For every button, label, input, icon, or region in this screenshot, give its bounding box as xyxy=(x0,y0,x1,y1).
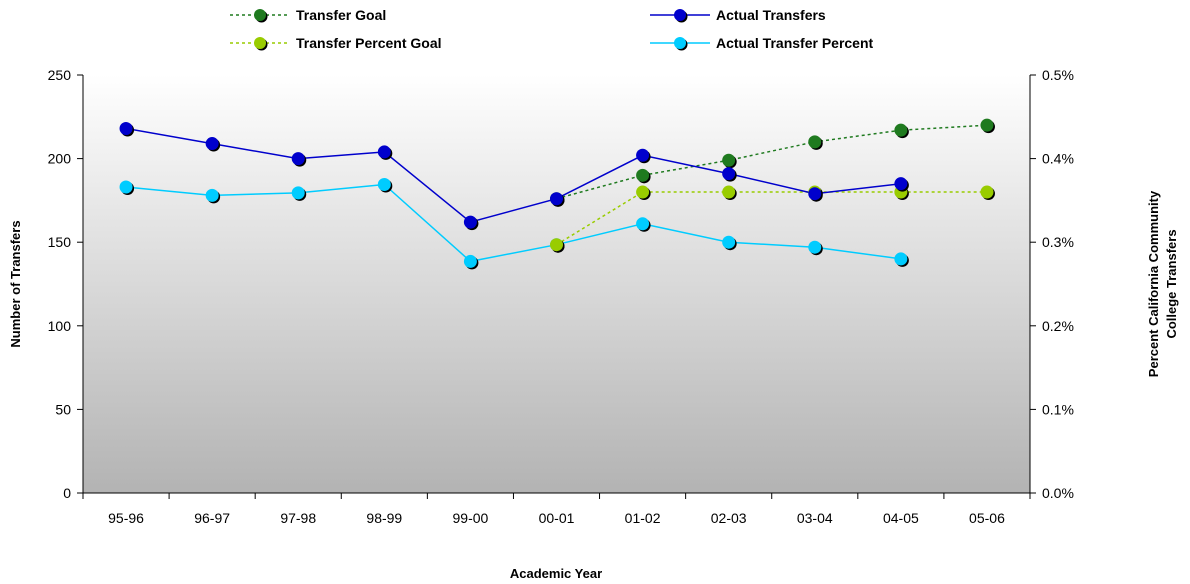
legend-marker xyxy=(674,37,686,49)
y2-tick-label: 0.1% xyxy=(1042,401,1074,417)
data-point xyxy=(291,186,305,200)
series-lines xyxy=(125,124,988,263)
data-point xyxy=(377,145,391,159)
legend-label: Transfer Goal xyxy=(296,7,386,23)
y2-tick-label: 0.5% xyxy=(1042,67,1074,83)
series-line-actual-transfers xyxy=(125,127,901,223)
data-point xyxy=(636,168,650,182)
y-tick-label: 100 xyxy=(48,318,72,334)
y2-tick-label: 0.4% xyxy=(1042,151,1074,167)
y-tick-label: 0 xyxy=(63,485,71,501)
y-tick-label: 250 xyxy=(48,67,72,83)
legend-marker xyxy=(254,9,266,21)
data-point xyxy=(894,123,908,137)
data-point xyxy=(291,152,305,166)
x-tick-label: 99-00 xyxy=(453,510,489,526)
legend-marker xyxy=(674,9,686,21)
data-point xyxy=(636,217,650,231)
y2-axis-title-line2: College Transfers xyxy=(1164,229,1179,338)
legend-label: Actual Transfers xyxy=(716,7,826,23)
data-point xyxy=(722,153,736,167)
data-point xyxy=(550,192,563,206)
x-tick-label: 98-99 xyxy=(366,510,402,526)
legend-label: Transfer Percent Goal xyxy=(296,35,442,51)
x-tick-label: 04-05 xyxy=(883,510,919,526)
data-point xyxy=(808,135,822,149)
data-point xyxy=(377,178,391,192)
x-tick-label: 00-01 xyxy=(539,510,575,526)
y-ticks: 0 50 100 150 200 250 xyxy=(48,67,83,501)
x-ticks: 95-96 96-97 97-98 98-99 99-00 00-01 01-02 02-03… xyxy=(82,493,1031,526)
data-point xyxy=(722,235,736,249)
x-tick-label: 97-98 xyxy=(280,510,316,526)
y-axis-title: Number of Transfers xyxy=(8,220,23,347)
data-point xyxy=(636,185,650,199)
data-point xyxy=(119,122,133,136)
data-point xyxy=(205,188,219,202)
x-tick-label: 05-06 xyxy=(969,510,1005,526)
y2-ticks: 0.0% 0.1% 0.2% 0.3% 0.4% 0.5% xyxy=(1030,67,1074,501)
x-tick-label: 96-97 xyxy=(194,510,230,526)
y-tick-label: 150 xyxy=(48,234,72,250)
data-point xyxy=(894,252,908,266)
data-point xyxy=(550,238,563,252)
series-line-actual-transfer-percent xyxy=(125,183,902,263)
y2-tick-label: 0.0% xyxy=(1042,485,1074,501)
data-point xyxy=(463,254,477,268)
data-point xyxy=(636,148,650,162)
data-point xyxy=(894,177,908,191)
data-point xyxy=(722,167,736,181)
series-line-transfer-percent-goal xyxy=(556,191,987,246)
data-point xyxy=(463,215,477,229)
series-points xyxy=(119,118,995,270)
y2-axis-title-line1: Percent California Community xyxy=(1146,190,1161,377)
data-point xyxy=(808,240,822,254)
y-tick-label: 200 xyxy=(48,151,72,167)
y-tick-label: 50 xyxy=(55,401,71,417)
legend-label: Actual Transfer Percent xyxy=(716,35,874,51)
data-point xyxy=(808,187,822,201)
x-tick-label: 03-04 xyxy=(797,510,833,526)
data-point xyxy=(119,180,133,194)
x-axis-title: Academic Year xyxy=(510,566,602,581)
plot-area xyxy=(83,75,1030,493)
data-point xyxy=(980,185,994,199)
x-tick-label: 95-96 xyxy=(108,510,144,526)
data-point xyxy=(722,185,736,199)
legend: Transfer Goal Actual Transfers Transfer Pe… xyxy=(230,7,874,51)
y2-tick-label: 0.3% xyxy=(1042,234,1074,250)
series-line-transfer-goal xyxy=(556,124,988,200)
data-point xyxy=(980,118,994,132)
y2-tick-label: 0.2% xyxy=(1042,318,1074,334)
data-point xyxy=(205,137,219,151)
x-tick-label: 01-02 xyxy=(625,510,661,526)
legend-marker xyxy=(254,37,266,49)
x-tick-label: 02-03 xyxy=(711,510,747,526)
axes xyxy=(82,75,1031,494)
